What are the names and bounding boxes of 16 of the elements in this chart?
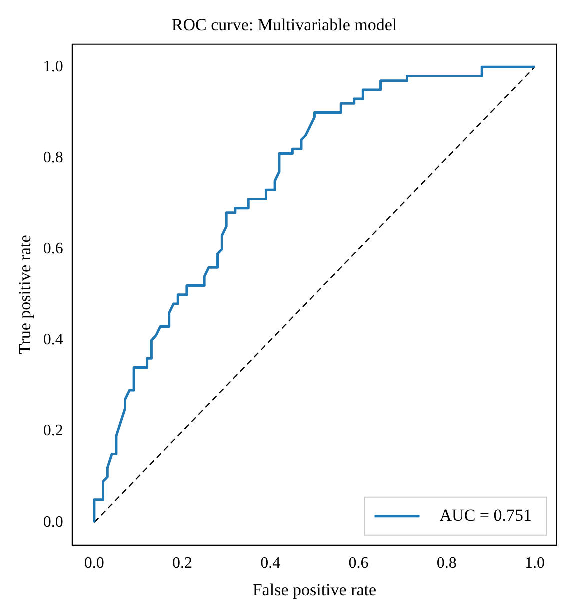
x-tick-label: 0.8 (436, 555, 457, 572)
x-tick-label: 0.0 (84, 555, 104, 572)
y-tick-label: 0.0 (43, 514, 64, 531)
y-tick-label: 0.4 (43, 332, 64, 349)
chart-title: ROC curve: Multivariable model (172, 16, 398, 35)
legend-label: AUC = 0.751 (440, 506, 532, 525)
x-axis-title: False positive rate (252, 580, 377, 600)
y-tick-label: 1.0 (43, 58, 64, 76)
x-tick-label: 1.0 (524, 555, 545, 572)
x-tick-label: 0.2 (172, 555, 193, 572)
y-tick-label: 0.8 (43, 149, 64, 166)
y-tick-label: 0.6 (43, 240, 64, 258)
x-tick-label: 0.6 (348, 555, 369, 572)
y-tick-label: 0.2 (43, 422, 64, 440)
y-axis-title: True positive rate (16, 235, 35, 355)
x-tick-label: 0.4 (260, 555, 281, 572)
